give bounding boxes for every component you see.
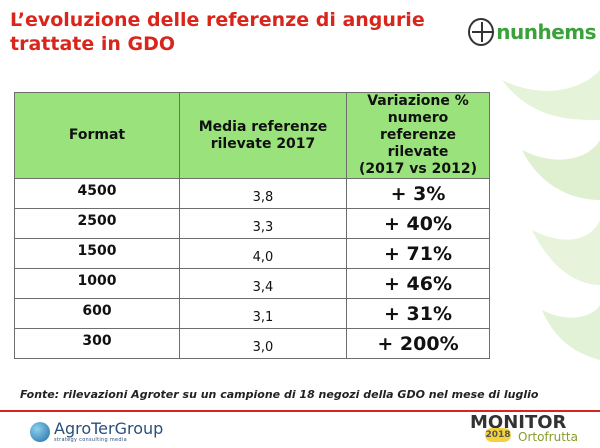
monitor-year-badge: 2018	[485, 428, 511, 442]
var-cell: + 71%	[346, 238, 490, 269]
slide-title-line-1: L’evoluzione delle referenze di angurie	[10, 9, 425, 31]
agroter-logo: AgroTerGroup strategy consulting media	[30, 419, 163, 445]
format-cell: 4500	[14, 178, 180, 209]
var-cell: + 200%	[346, 328, 490, 359]
format-cell: 1500	[14, 238, 180, 269]
format-value: 300	[82, 332, 112, 349]
agroter-name: AgroTerGroup	[54, 419, 164, 438]
format-value: 600	[82, 302, 112, 319]
avg-value: 4,0	[252, 250, 274, 265]
footer-divider	[0, 410, 600, 412]
agroter-tagline: strategy consulting media	[54, 437, 127, 443]
monitor-ortofrutta-logo: MONITOR 2018 Ortofrutta	[470, 412, 578, 446]
avg-value: 3,0	[252, 340, 274, 355]
source-note: Fonte: rilevazioni Agroter su un campion…	[20, 388, 539, 401]
referenze-table: Format Media referenze rilevate 2017 Var…	[14, 92, 490, 359]
var-value: + 200%	[377, 332, 459, 355]
slide-title: L’evoluzione delle referenze di angurie …	[10, 8, 430, 56]
bayer-cross-icon	[468, 18, 495, 46]
avg-cell: 3,3	[179, 208, 347, 239]
var-value: + 40%	[383, 212, 452, 235]
agroter-logo-text: AgroTerGroup strategy consulting media	[54, 419, 164, 444]
var-value: + 71%	[383, 242, 452, 265]
table-row: 1500 4,0 + 71%	[14, 238, 490, 269]
header-variazione-line: (2017 vs 2012)	[359, 161, 477, 177]
header-media-line: Media referenze	[198, 118, 328, 135]
header-media-line: rilevate 2017	[210, 135, 316, 152]
format-cell: 1000	[14, 268, 180, 299]
table-row: 600 3,1 + 31%	[14, 298, 490, 329]
format-value: 1000	[77, 272, 117, 289]
avg-value: 3,1	[252, 310, 274, 325]
globe-icon	[30, 422, 50, 442]
var-value: + 46%	[383, 272, 452, 295]
nunhems-logo-text: nunhems	[496, 20, 596, 44]
header-format: Format	[14, 92, 180, 179]
monitor-subtitle: Ortofrutta	[518, 430, 578, 444]
format-value: 1500	[77, 242, 117, 259]
var-cell: + 46%	[346, 268, 490, 299]
leaf-decoration-icon	[502, 70, 600, 360]
avg-cell: 3,4	[179, 268, 347, 299]
avg-cell: 3,0	[179, 328, 347, 359]
table-header-row: Format Media referenze rilevate 2017 Var…	[14, 92, 490, 179]
slide-title-line-2: trattate in GDO	[10, 33, 176, 55]
header-variazione-line: numero referenze	[380, 110, 456, 143]
format-value: 4500	[77, 182, 117, 199]
var-cell: + 31%	[346, 298, 490, 329]
format-value: 2500	[77, 212, 117, 229]
nunhems-logo: nunhems	[468, 12, 596, 52]
avg-cell: 3,1	[179, 298, 347, 329]
format-cell: 600	[14, 298, 180, 329]
format-cell: 300	[14, 328, 180, 359]
table-row: 4500 3,8 + 3%	[14, 178, 490, 209]
monitor-title: MONITOR	[470, 412, 567, 433]
avg-value: 3,4	[252, 280, 274, 295]
avg-value: 3,3	[252, 220, 274, 235]
avg-cell: 4,0	[179, 238, 347, 269]
header-variazione-line: rilevate	[387, 144, 449, 160]
var-cell: + 3%	[346, 178, 490, 209]
var-cell: + 40%	[346, 208, 490, 239]
table-row: 2500 3,3 + 40%	[14, 208, 490, 239]
table-row: 1000 3,4 + 46%	[14, 268, 490, 299]
header-variazione-line: Variazione %	[367, 93, 469, 109]
avg-value: 3,8	[252, 190, 274, 205]
header-variazione: Variazione % numero referenze rilevate (…	[346, 92, 490, 179]
var-value: + 31%	[383, 302, 452, 325]
format-cell: 2500	[14, 208, 180, 239]
var-value: + 3%	[390, 182, 446, 205]
table-row: 300 3,0 + 200%	[14, 328, 490, 359]
avg-cell: 3,8	[179, 178, 347, 209]
header-media-referenze: Media referenze rilevate 2017	[179, 92, 347, 179]
